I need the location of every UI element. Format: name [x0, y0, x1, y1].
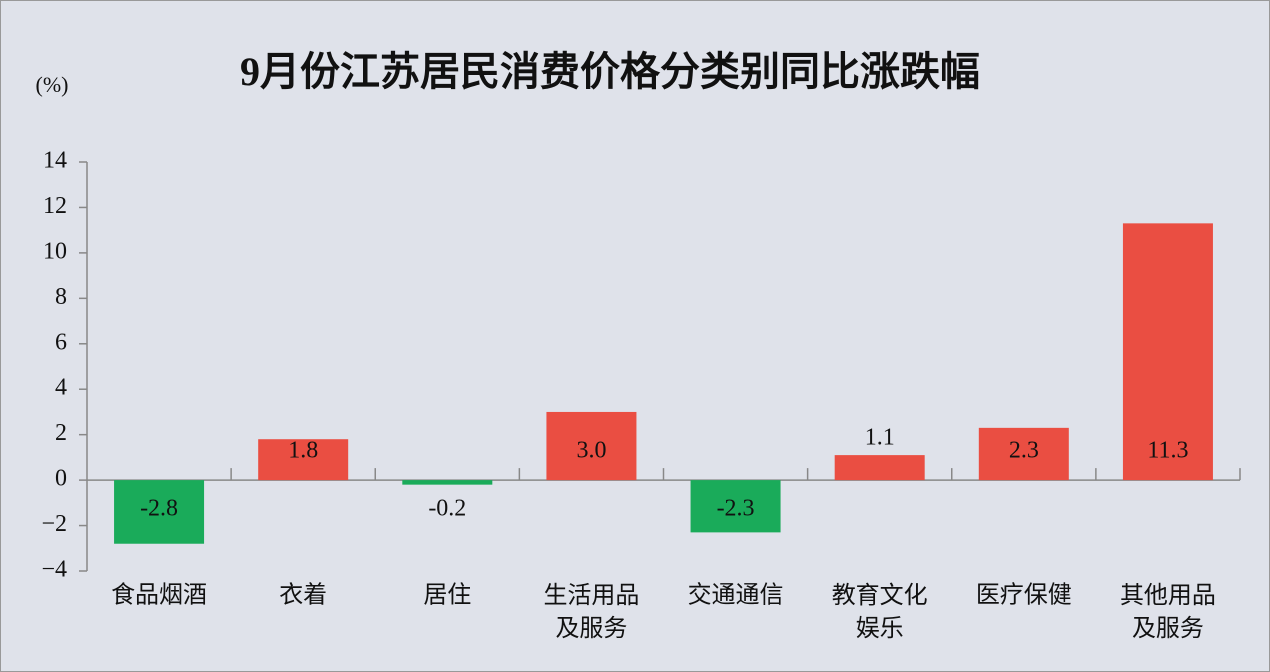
y-tick-label: 0: [55, 466, 67, 492]
x-tick-label: 医疗保健: [976, 582, 1072, 609]
bar: [1122, 223, 1213, 481]
bar: [258, 439, 349, 481]
bar: [834, 455, 925, 481]
x-tick-label: 衣着: [279, 582, 327, 609]
bar: [690, 480, 781, 533]
y-tick-label: −4: [41, 557, 67, 583]
y-tick-label: 6: [55, 329, 67, 355]
bar: [114, 480, 205, 544]
value-label: 1.1: [865, 425, 895, 451]
x-tick-label: 居住: [423, 582, 471, 609]
y-tick-label: 14: [43, 148, 67, 174]
x-tick-label: 其他用品及服务: [1120, 582, 1216, 642]
y-axis-label: (%): [36, 72, 69, 97]
bar: [978, 427, 1069, 481]
x-tick-label: 交通通信: [688, 582, 784, 609]
x-tick-label: 生活用品及服务: [543, 582, 639, 642]
y-tick-label: 8: [55, 284, 67, 310]
bar: [546, 411, 637, 481]
value-label: -0.2: [428, 496, 466, 522]
chart-title: 9月份江苏居民消费价格分类别同比涨跌幅: [240, 49, 980, 94]
y-tick-label: −2: [41, 511, 67, 537]
value-label: 2.3: [1009, 438, 1039, 464]
y-tick-label: 4: [55, 375, 67, 401]
value-label: -2.3: [717, 496, 755, 522]
bar: [402, 480, 493, 485]
value-label: -2.8: [140, 496, 178, 522]
y-tick-label: 10: [43, 238, 67, 264]
x-tick-label: 教育文化娱乐: [832, 582, 928, 642]
x-tick-label: 食品烟酒: [111, 582, 207, 609]
y-tick-label: 2: [55, 420, 67, 446]
value-label: 11.3: [1147, 438, 1188, 464]
value-label: 1.8: [288, 438, 318, 464]
value-label: 3.0: [576, 438, 606, 464]
y-tick-label: 12: [43, 193, 67, 219]
